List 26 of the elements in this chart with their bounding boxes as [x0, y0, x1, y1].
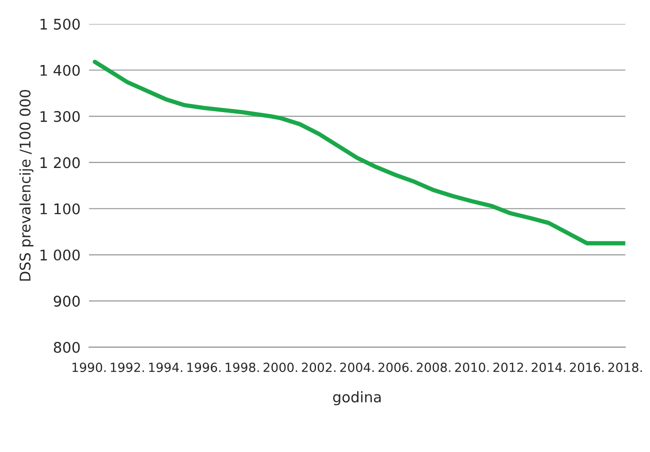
x-axis-title: godina — [333, 391, 381, 406]
y-tick-label: 800 — [54, 342, 80, 353]
x-tick-label: 2008. — [416, 362, 450, 372]
x-tick-label: 2012. — [493, 362, 527, 372]
y-tick-label: 1 300 — [40, 111, 80, 122]
x-tick-label: 2014. — [532, 362, 566, 372]
x-tick-label: 1990. — [72, 362, 106, 372]
x-tick-label: 1994. — [149, 362, 182, 372]
x-tick-label: 2018. — [608, 362, 642, 372]
x-tick-label: 2010. — [455, 362, 489, 372]
y-tick-label: 900 — [54, 296, 80, 307]
x-tick-label: 2016. — [570, 362, 604, 372]
y-tick-label: 1 200 — [40, 157, 80, 168]
y-tick-label: 1 500 — [40, 18, 80, 30]
y-tick-label: 1 000 — [40, 250, 80, 261]
y-tick-label: 1 100 — [40, 203, 80, 214]
x-tick-label: 2004. — [340, 362, 374, 372]
x-tick-label: 1998. — [226, 362, 259, 372]
line-series — [92, 60, 626, 246]
x-tick-label: 1996. — [187, 362, 221, 372]
y-axis-title: DSS prevalencije /100 000 — [19, 90, 34, 281]
x-tick-label: 2006. — [378, 362, 412, 372]
x-tick-label: 2000. — [264, 362, 298, 372]
x-tick-label: 2002. — [302, 362, 336, 372]
x-tick-label: 1992. — [110, 362, 144, 372]
y-tick-label: 1 400 — [40, 64, 80, 76]
